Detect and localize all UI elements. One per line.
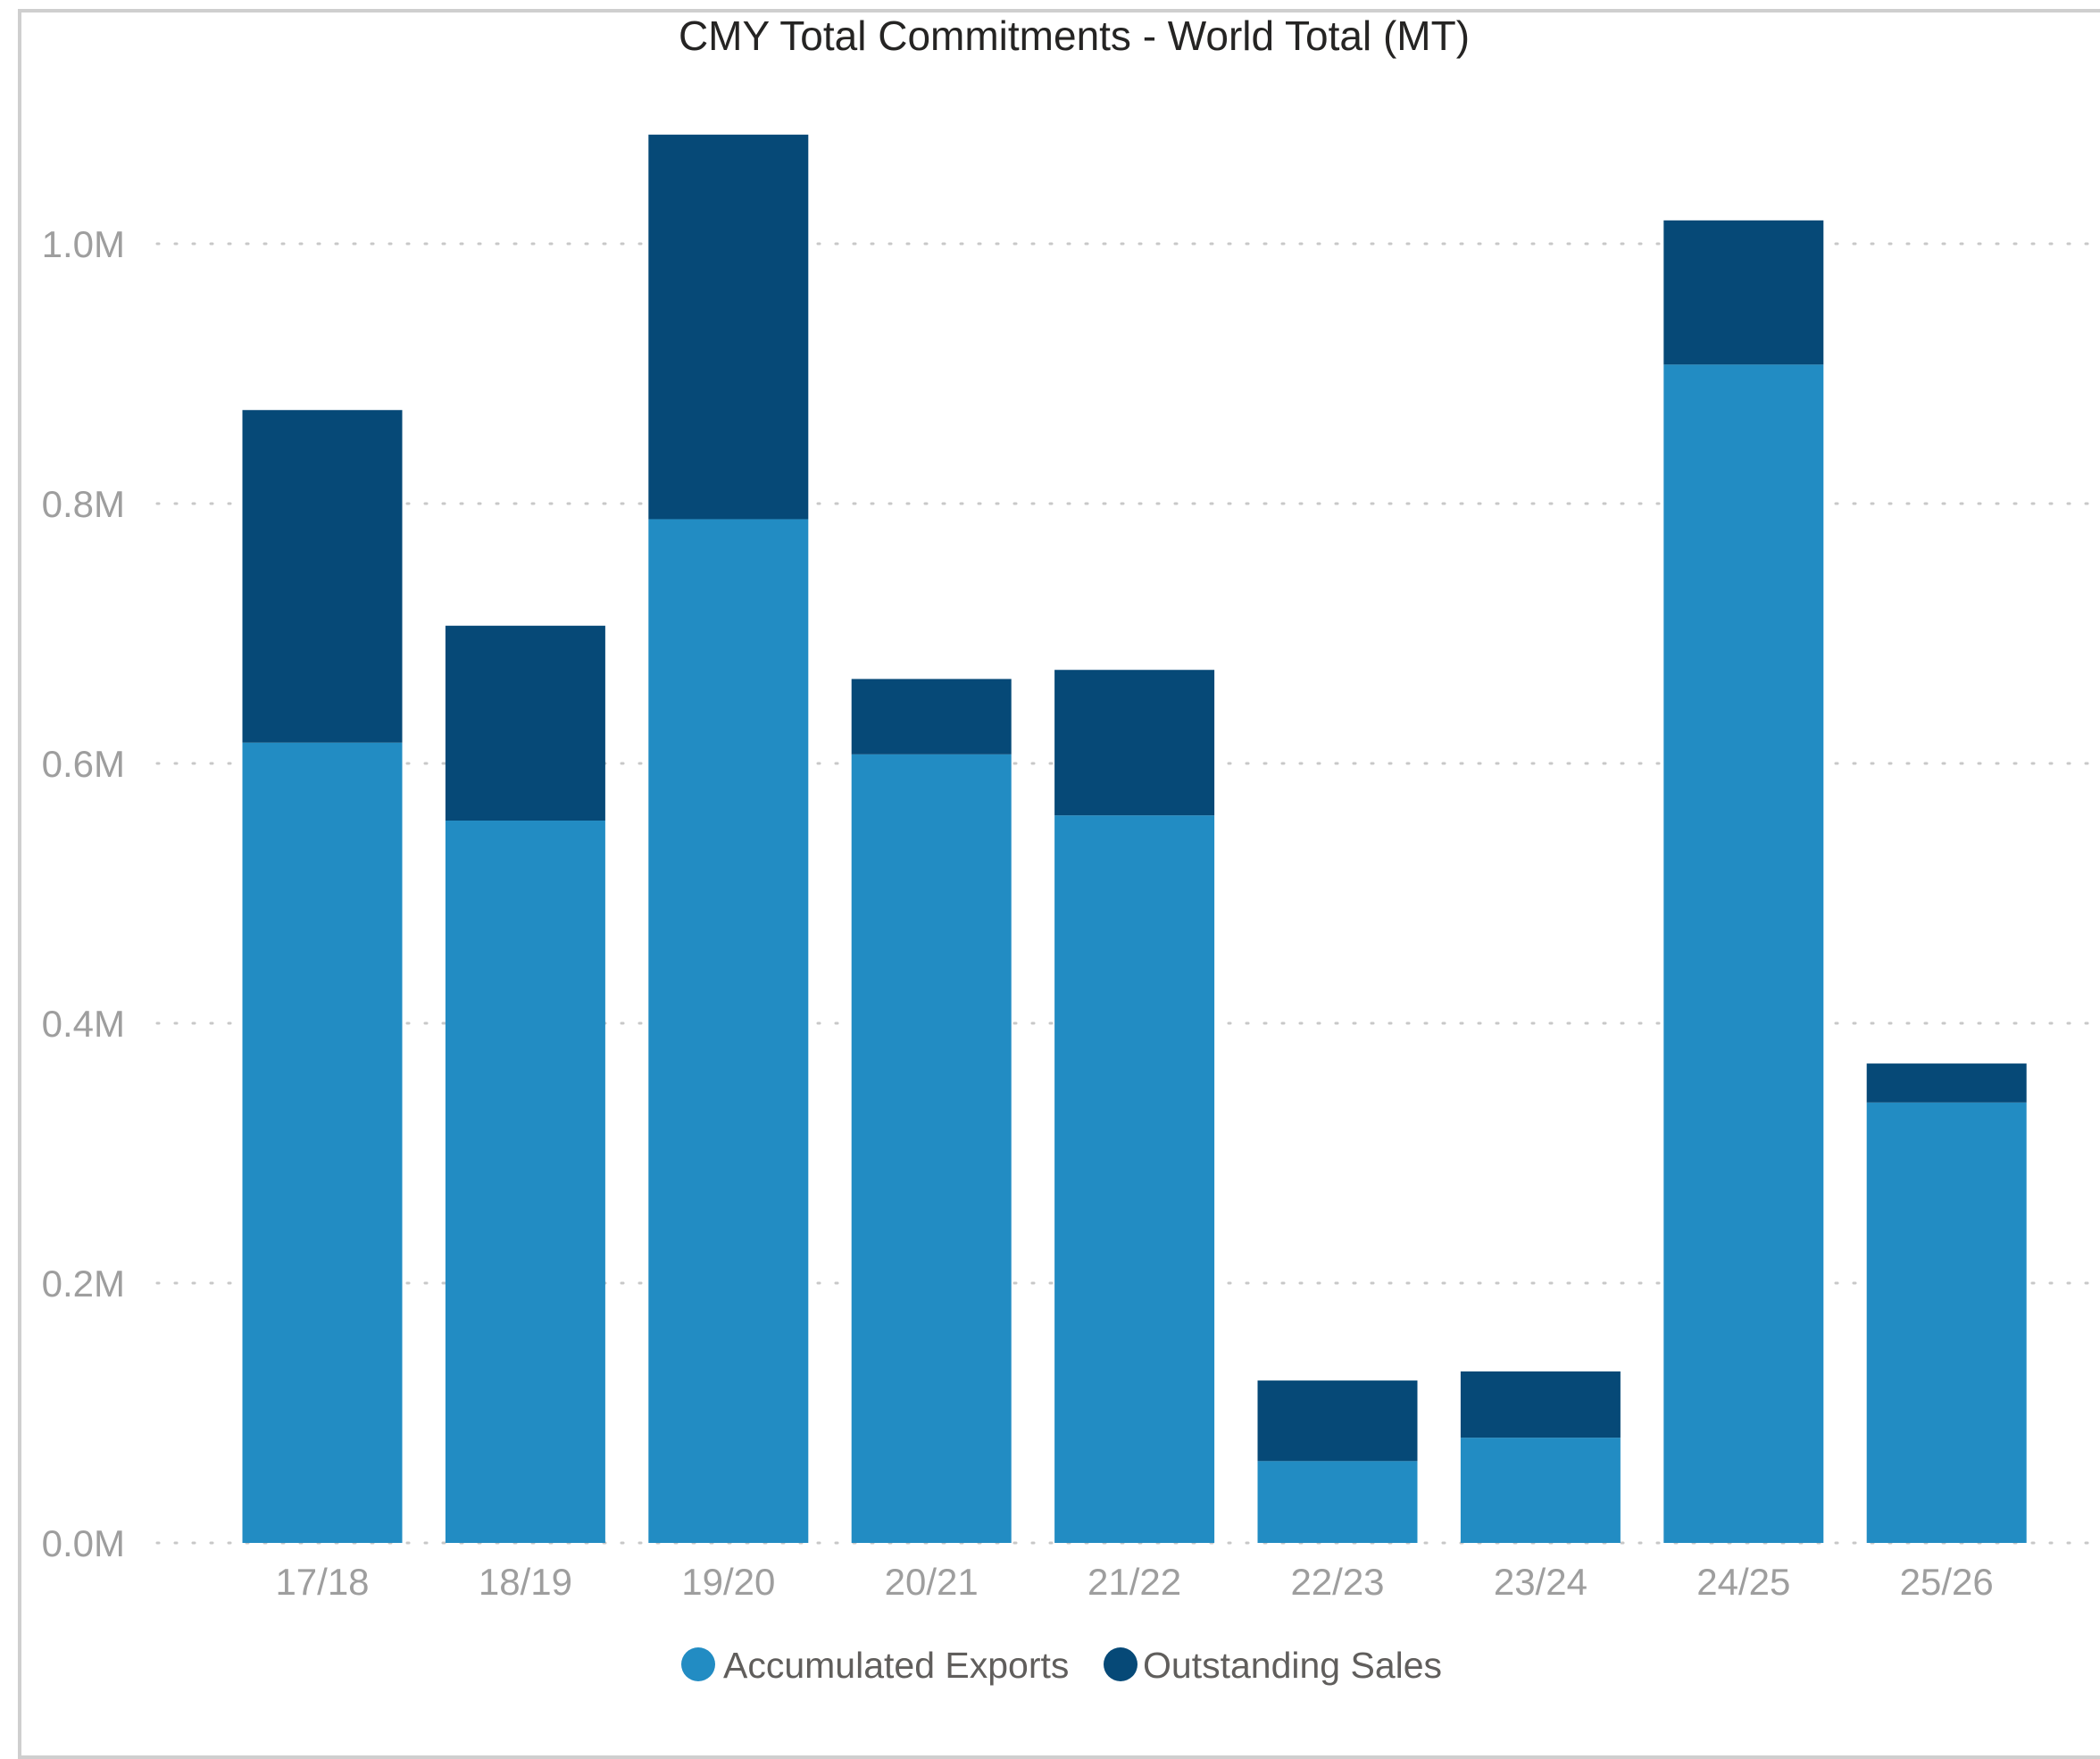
y-tick-label: 0.4M	[42, 1003, 125, 1045]
bar-accumulated-exports-25-26[interactable]	[1866, 1102, 2027, 1543]
x-tick-label: 19/20	[681, 1561, 775, 1603]
bar-outstanding-sales-20-21[interactable]	[851, 679, 1012, 754]
legend-label: Outstanding Sales	[1143, 1645, 1442, 1686]
bar-outstanding-sales-17-18[interactable]	[242, 410, 403, 743]
bar-accumulated-exports-22-23[interactable]	[1257, 1461, 1418, 1543]
bar-outstanding-sales-21-22[interactable]	[1054, 670, 1215, 816]
y-tick-label: 1.0M	[42, 223, 125, 265]
stacked-bar-chart: CMY Total Commitments - World Total (MT)…	[42, 13, 2100, 1686]
legend-item-outstanding-sales[interactable]: Outstanding Sales	[1104, 1645, 1442, 1686]
bar-outstanding-sales-19-20[interactable]	[648, 134, 809, 520]
bar-outstanding-sales-24-25[interactable]	[1663, 220, 1824, 365]
x-tick-label: 20/21	[885, 1561, 979, 1603]
x-tick-label: 18/19	[479, 1561, 572, 1603]
bar-accumulated-exports-24-25[interactable]	[1663, 364, 1824, 1544]
chart-title: CMY Total Commitments - World Total (MT)	[679, 13, 1470, 59]
y-tick-label: 0.0M	[42, 1522, 125, 1564]
bar-outstanding-sales-23-24[interactable]	[1460, 1371, 1621, 1438]
bar-accumulated-exports-23-24[interactable]	[1460, 1438, 1621, 1543]
bar-outstanding-sales-22-23[interactable]	[1257, 1380, 1418, 1462]
x-tick-label: 22/23	[1290, 1561, 1384, 1603]
legend[interactable]: Accumulated Exports Outstanding Sales	[681, 1645, 1442, 1686]
x-tick-label: 21/22	[1088, 1561, 1181, 1603]
bars	[242, 134, 2027, 1544]
bar-accumulated-exports-17-18[interactable]	[242, 742, 403, 1543]
x-tick-label: 23/24	[1494, 1561, 1588, 1603]
x-tick-label: 25/26	[1900, 1561, 1994, 1603]
bar-accumulated-exports-20-21[interactable]	[851, 754, 1012, 1543]
bar-outstanding-sales-25-26[interactable]	[1866, 1063, 2027, 1103]
bar-accumulated-exports-18-19[interactable]	[445, 821, 605, 1543]
legend-marker	[681, 1647, 715, 1681]
legend-item-accumulated-exports[interactable]: Accumulated Exports	[681, 1645, 1069, 1686]
x-tick-label: 24/25	[1696, 1561, 1790, 1603]
y-axis: 0.0M 0.2M 0.4M 0.6M 0.8M 1.0M	[42, 223, 125, 1564]
x-axis: 17/18 18/19 19/20 20/21 21/22 22/23 23/24 24/25…	[275, 1561, 1993, 1603]
bar-accumulated-exports-19-20[interactable]	[648, 519, 809, 1544]
bar-accumulated-exports-21-22[interactable]	[1054, 815, 1215, 1543]
bar-outstanding-sales-18-19[interactable]	[445, 625, 605, 821]
y-tick-label: 0.6M	[42, 743, 125, 785]
y-tick-label: 0.2M	[42, 1263, 125, 1305]
x-tick-label: 17/18	[275, 1561, 369, 1603]
y-tick-label: 0.8M	[42, 483, 125, 525]
legend-marker	[1104, 1647, 1138, 1681]
legend-label: Accumulated Exports	[723, 1645, 1069, 1686]
